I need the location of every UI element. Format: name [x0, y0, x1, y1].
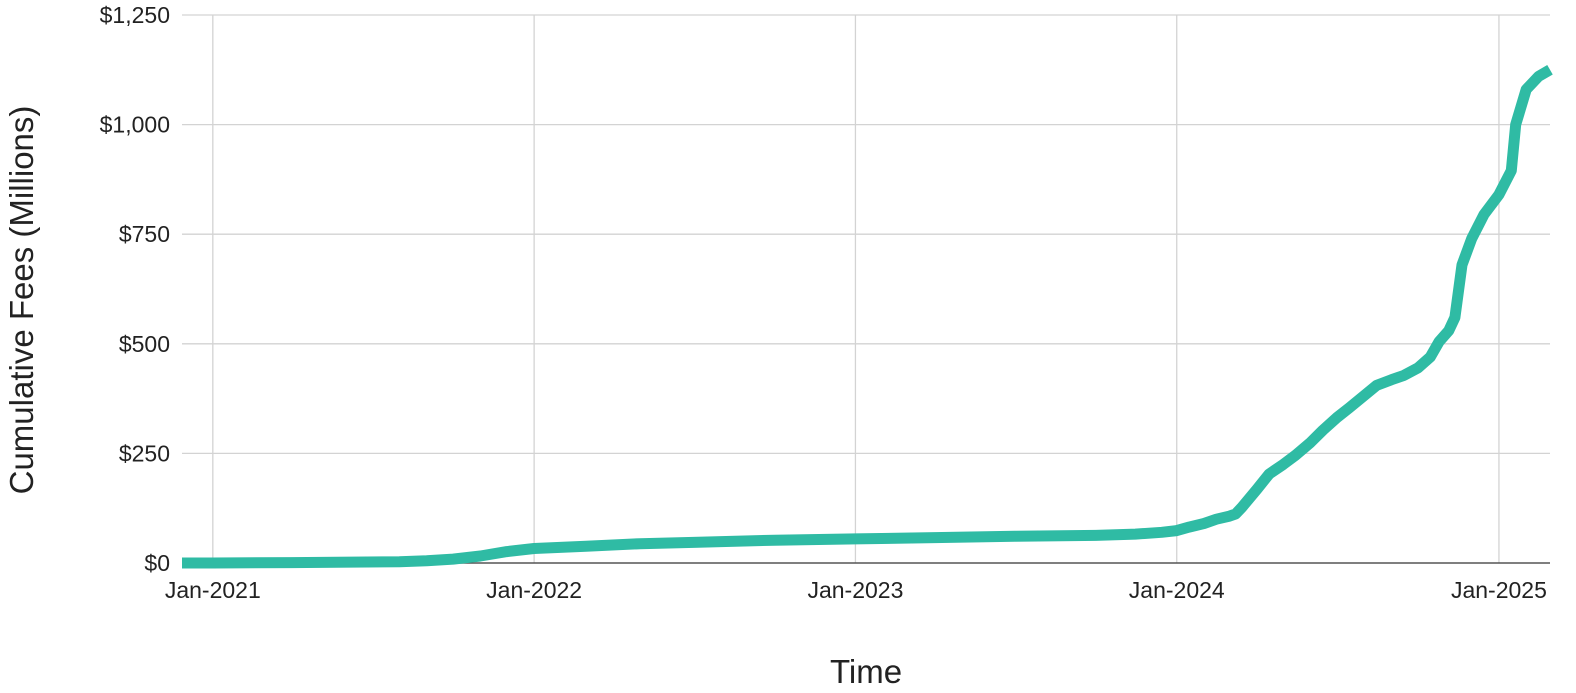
- y-tick-label: $1,250: [100, 2, 170, 28]
- x-tick-label: Jan-2023: [807, 577, 903, 603]
- x-tick-label: Jan-2025: [1451, 577, 1547, 603]
- x-axis-title: Time: [830, 653, 902, 690]
- y-axis-title: Cumulative Fees (Millions): [3, 106, 40, 495]
- y-axis-tick-labels: $0 $250 $500 $750 $1,000 $1,250: [100, 2, 170, 576]
- x-tick-label: Jan-2021: [165, 577, 261, 603]
- y-tick-label: $0: [144, 550, 170, 576]
- y-tick-label: $500: [119, 331, 170, 357]
- y-tick-label: $250: [119, 440, 170, 466]
- y-tick-label: $1,000: [100, 112, 170, 138]
- x-tick-label: Jan-2024: [1129, 577, 1225, 603]
- cumulative-fees-line: [182, 65, 1553, 569]
- x-tick-label: Jan-2022: [486, 577, 582, 603]
- x-axis-tick-labels: Jan-2021 Jan-2022 Jan-2023 Jan-2024 Jan-2025: [165, 577, 1547, 603]
- gridlines: [182, 14, 1550, 563]
- y-tick-label: $750: [119, 221, 170, 247]
